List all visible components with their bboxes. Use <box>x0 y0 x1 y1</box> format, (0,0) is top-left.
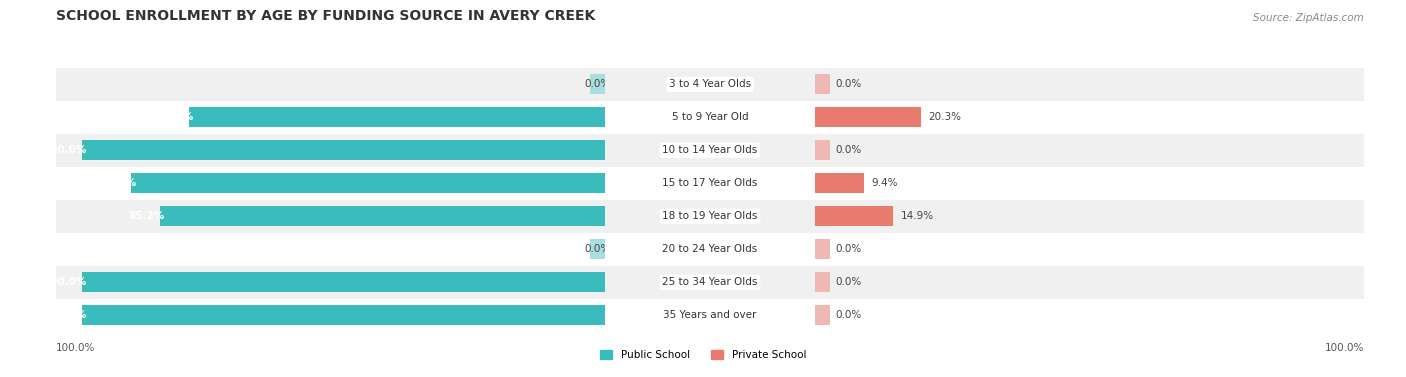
Text: 0.0%: 0.0% <box>835 277 862 287</box>
Bar <box>188 107 606 127</box>
Text: 35 Years and over: 35 Years and over <box>664 310 756 320</box>
Bar <box>814 141 831 160</box>
Bar <box>814 107 921 127</box>
Text: 5 to 9 Year Old: 5 to 9 Year Old <box>672 112 748 123</box>
Bar <box>160 207 606 226</box>
Bar <box>814 239 831 259</box>
Text: Source: ZipAtlas.com: Source: ZipAtlas.com <box>1253 12 1364 23</box>
Bar <box>56 266 606 299</box>
Bar <box>589 75 606 94</box>
Bar <box>606 266 814 299</box>
Text: 15 to 17 Year Olds: 15 to 17 Year Olds <box>662 178 758 188</box>
Text: 25 to 34 Year Olds: 25 to 34 Year Olds <box>662 277 758 287</box>
Bar <box>606 233 814 266</box>
Text: 0.0%: 0.0% <box>585 79 610 89</box>
Text: SCHOOL ENROLLMENT BY AGE BY FUNDING SOURCE IN AVERY CREEK: SCHOOL ENROLLMENT BY AGE BY FUNDING SOUR… <box>56 9 596 23</box>
Bar <box>606 299 814 332</box>
Bar <box>814 68 1364 101</box>
Text: 85.2%: 85.2% <box>129 211 165 221</box>
Text: 9.4%: 9.4% <box>872 178 898 188</box>
Bar <box>83 273 606 292</box>
Text: 79.7%: 79.7% <box>157 112 194 123</box>
Bar <box>606 134 814 167</box>
Bar <box>56 101 606 134</box>
Bar <box>814 200 1364 233</box>
Bar <box>606 200 814 233</box>
Text: 0.0%: 0.0% <box>835 310 862 320</box>
Bar <box>814 266 1364 299</box>
Bar <box>814 101 1364 134</box>
Text: 90.7%: 90.7% <box>100 178 136 188</box>
Bar <box>814 173 863 193</box>
Bar <box>56 299 606 332</box>
Text: 100.0%: 100.0% <box>44 145 87 155</box>
Text: 0.0%: 0.0% <box>835 244 862 254</box>
Bar <box>814 233 1364 266</box>
Text: 20.3%: 20.3% <box>928 112 962 123</box>
Bar <box>814 134 1364 167</box>
Bar <box>814 273 831 292</box>
Bar <box>131 173 606 193</box>
Bar <box>83 141 606 160</box>
Text: 0.0%: 0.0% <box>585 244 610 254</box>
Bar <box>56 200 606 233</box>
Text: 3 to 4 Year Olds: 3 to 4 Year Olds <box>669 79 751 89</box>
Text: 10 to 14 Year Olds: 10 to 14 Year Olds <box>662 145 758 155</box>
Bar <box>606 68 814 101</box>
Bar <box>606 101 814 134</box>
Bar <box>606 167 814 200</box>
Text: 0.0%: 0.0% <box>835 145 862 155</box>
Bar <box>56 68 606 101</box>
Bar <box>56 167 606 200</box>
Legend: Public School, Private School: Public School, Private School <box>596 346 810 364</box>
Bar <box>589 239 606 259</box>
Text: 18 to 19 Year Olds: 18 to 19 Year Olds <box>662 211 758 221</box>
Bar <box>814 305 831 325</box>
Bar <box>56 233 606 266</box>
Text: 100.0%: 100.0% <box>1324 343 1364 353</box>
Text: 0.0%: 0.0% <box>835 79 862 89</box>
Bar <box>814 167 1364 200</box>
Bar <box>814 299 1364 332</box>
Bar <box>83 305 606 325</box>
Text: 100.0%: 100.0% <box>44 310 87 320</box>
Bar <box>814 75 831 94</box>
Text: 100.0%: 100.0% <box>44 277 87 287</box>
Bar <box>814 207 893 226</box>
Text: 14.9%: 14.9% <box>900 211 934 221</box>
Text: 100.0%: 100.0% <box>56 343 96 353</box>
Text: 20 to 24 Year Olds: 20 to 24 Year Olds <box>662 244 758 254</box>
Bar <box>56 134 606 167</box>
